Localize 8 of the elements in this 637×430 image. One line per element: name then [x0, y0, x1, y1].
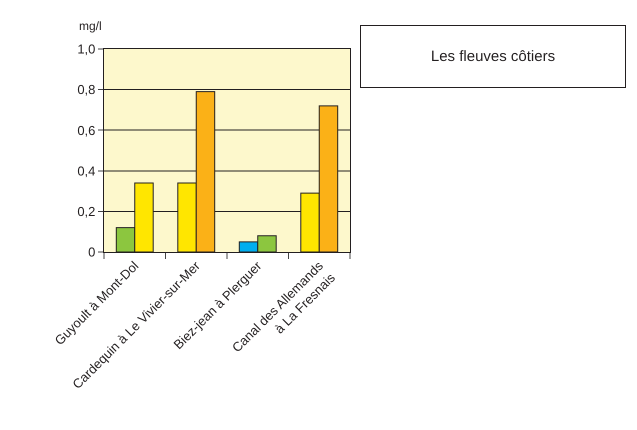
y-axis-title: mg/l — [79, 19, 102, 33]
y-tick-label: 0,6 — [77, 122, 96, 138]
y-tick-label: 1,0 — [77, 42, 96, 57]
y-tick-label: 0 — [88, 244, 96, 260]
y-tick-label: 0,2 — [77, 204, 96, 219]
y-tick-label: 0,8 — [77, 82, 96, 98]
y-tick-label: 0,4 — [77, 163, 96, 178]
text: Les fleuves côtiers — [430, 48, 556, 65]
